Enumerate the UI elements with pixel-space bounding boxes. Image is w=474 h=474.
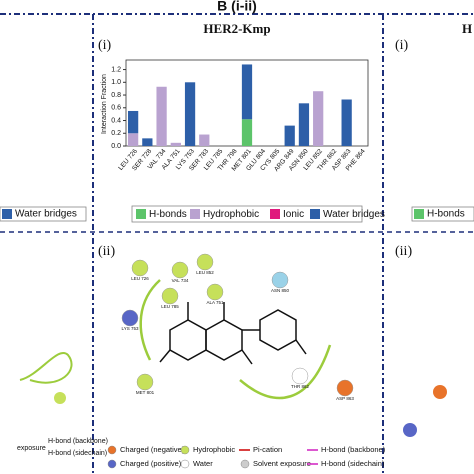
legend-symbol: [180, 445, 190, 455]
pocket-outline: [239, 344, 332, 400]
panel-label: (i): [98, 38, 112, 53]
legend-text: H-bond (sidechain): [321, 459, 385, 468]
residue-label: LYS 753: [122, 326, 139, 331]
residue-label: ALA 751: [206, 300, 224, 305]
chart-title: HER2-Kmp: [203, 21, 270, 36]
legend-text: Charged (positive): [120, 459, 182, 468]
y-tick-label: 1.2: [111, 66, 121, 73]
legend-swatch: [190, 209, 200, 219]
residue: [136, 373, 154, 391]
legend-text: exposure: [17, 445, 46, 452]
pocket-outline: [139, 279, 161, 361]
header: B (i-ii): [217, 0, 257, 14]
residue: [131, 259, 149, 277]
legend-text: H-bonds: [149, 209, 187, 220]
legend-swatch: [310, 209, 320, 219]
legend-text: Water bridges: [15, 209, 77, 220]
legend-text: Solvent exposure: [253, 459, 311, 468]
legend-text: H-bond (sidechain): [48, 450, 107, 457]
y-tick-label: 0.4: [111, 117, 121, 124]
residue: [271, 271, 289, 289]
residue-label: MET 801: [136, 390, 155, 395]
legend-text: Water: [193, 459, 213, 468]
panel-label: (ii): [98, 244, 115, 259]
residue-label: ASP 863: [336, 396, 354, 401]
pocket-outline: [19, 352, 73, 384]
bar-segment: [142, 138, 153, 146]
y-tick-label: 0.0: [111, 143, 121, 150]
residue: [161, 287, 179, 305]
bar-segment: [313, 91, 324, 146]
legend-box: [0, 206, 87, 222]
bar-segment: [170, 142, 181, 146]
legend-text: Charged (negative): [120, 445, 185, 454]
y-tick-label: 0.6: [111, 105, 121, 112]
legend-box: [131, 205, 363, 223]
legend-swatch: [136, 209, 146, 219]
bar-segment: [156, 86, 167, 146]
molecule: [159, 302, 307, 365]
residue-label: LEU 785: [161, 304, 179, 309]
bar-segment: [298, 103, 310, 146]
legend-text: Ionic: [283, 209, 304, 220]
legend-symbol: [240, 459, 250, 469]
bar-segment: [241, 64, 253, 120]
bar-segment: [184, 82, 196, 146]
legend-swatch: [414, 209, 424, 219]
y-tick-label: 0.2: [111, 130, 121, 137]
legend-text: Pi-cation: [253, 445, 282, 454]
legend-text: Hydrophobic: [203, 209, 259, 220]
residue: [121, 309, 139, 327]
residue-label: LEU 852: [196, 270, 214, 275]
bar-segment: [241, 119, 253, 146]
legend-text: Water bridges: [323, 209, 385, 220]
y-tick-label: 1.0: [111, 79, 121, 86]
bar-segment: [127, 110, 139, 134]
legend-symbol: [107, 445, 117, 455]
residue: [336, 379, 354, 397]
legend-text: H-bonds: [427, 209, 465, 220]
residue: [196, 253, 214, 271]
bar-segment: [341, 99, 352, 146]
residue: [433, 385, 447, 399]
legend-text: Hydrophobic: [193, 445, 235, 454]
legend-swatch: [2, 209, 12, 219]
y-axis-label: Interaction Fraction: [101, 74, 108, 134]
residue: [403, 423, 417, 437]
residue: [291, 367, 309, 385]
panel-label: (i): [395, 38, 409, 53]
residue: [54, 392, 66, 404]
panel-label: (ii): [395, 244, 412, 259]
bar-segment: [127, 133, 139, 146]
legend-symbol: [180, 459, 190, 469]
legend-symbol: [107, 459, 117, 469]
residue: [171, 261, 189, 279]
residue-label: ASN 850: [271, 288, 290, 293]
legend-box: [411, 206, 474, 222]
y-tick-label: 0.8: [111, 92, 121, 99]
residue-label: VAL 734: [172, 278, 189, 283]
panel-title: H: [462, 21, 472, 36]
residue-label: LEU 726: [131, 276, 149, 281]
residue: [206, 283, 224, 301]
residue-label: THR 862: [291, 384, 310, 389]
bar-segment: [199, 134, 210, 146]
bar-segment: [284, 125, 295, 146]
legend-text: H-bond (backbone): [321, 445, 386, 454]
legend-swatch: [270, 209, 280, 219]
legend-text: H-bond (backbone): [48, 438, 108, 445]
